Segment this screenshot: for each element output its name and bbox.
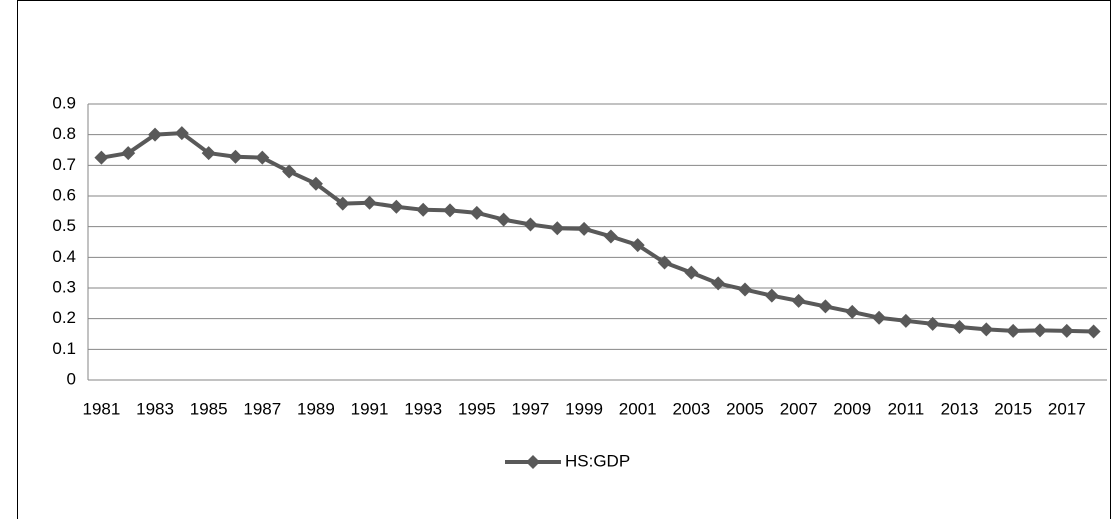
x-tick-label: 2013: [941, 399, 979, 418]
marker: [603, 229, 618, 244]
marker: [952, 319, 967, 334]
marker: [335, 196, 350, 211]
marker: [496, 212, 511, 227]
marker: [443, 203, 458, 218]
x-tick-label: 1993: [404, 399, 442, 418]
marker: [550, 221, 565, 236]
marker: [469, 205, 484, 220]
x-tick-label: 2005: [726, 399, 764, 418]
marker: [872, 310, 887, 325]
legend-label: HS:GDP: [565, 451, 630, 470]
marker: [201, 146, 216, 161]
y-tick-label: 0.4: [52, 247, 76, 266]
marker: [1086, 324, 1101, 339]
marker: [389, 199, 404, 214]
y-tick-label: 0.1: [52, 339, 76, 358]
x-tick-label: 1999: [565, 399, 603, 418]
marker: [711, 276, 726, 291]
marker: [174, 126, 189, 141]
marker: [282, 164, 297, 179]
marker: [308, 176, 323, 191]
marker: [791, 293, 806, 308]
x-tick-label: 1991: [351, 399, 389, 418]
x-tick-label: 2015: [994, 399, 1032, 418]
x-tick-label: 2003: [672, 399, 710, 418]
y-tick-label: 0.6: [52, 185, 76, 204]
marker: [684, 265, 699, 280]
marker: [255, 150, 270, 165]
y-tick-label: 0.7: [52, 155, 76, 174]
marker: [577, 221, 592, 236]
x-tick-label: 2001: [619, 399, 657, 418]
marker: [94, 150, 109, 165]
x-tick-label: 2017: [1048, 399, 1086, 418]
marker: [523, 217, 538, 232]
x-tick-label: 1997: [512, 399, 550, 418]
y-tick-label: 0.2: [52, 308, 76, 327]
x-tick-label: 2007: [780, 399, 818, 418]
marker: [737, 282, 752, 297]
y-tick-label: 0.9: [52, 93, 76, 112]
marker: [416, 202, 431, 217]
marker: [898, 313, 913, 328]
marker: [1032, 323, 1047, 338]
x-tick-label: 1985: [190, 399, 228, 418]
marker: [925, 316, 940, 331]
marker: [148, 127, 163, 142]
x-tick-label: 1983: [136, 399, 174, 418]
marker: [362, 195, 377, 210]
x-tick-label: 2009: [833, 399, 871, 418]
x-tick-label: 2011: [888, 399, 925, 418]
marker: [818, 299, 833, 314]
x-tick-label: 1995: [458, 399, 496, 418]
y-tick-label: 0.5: [52, 216, 76, 235]
marker: [657, 255, 672, 270]
marker: [121, 146, 136, 161]
marker: [845, 304, 860, 319]
chart-border: [17, 0, 1111, 519]
marker: [630, 238, 645, 253]
x-tick-label: 1981: [82, 399, 120, 418]
y-tick-label: 0.3: [52, 277, 76, 296]
marker: [1006, 323, 1021, 338]
x-tick-label: 1989: [297, 399, 335, 418]
marker: [764, 288, 779, 303]
marker: [228, 149, 243, 164]
marker: [979, 322, 994, 337]
x-tick-label: 1987: [243, 399, 281, 418]
y-tick-label: 0: [67, 369, 76, 388]
marker: [1059, 323, 1074, 338]
y-tick-label: 0.8: [52, 124, 76, 143]
legend-marker: [526, 455, 540, 469]
